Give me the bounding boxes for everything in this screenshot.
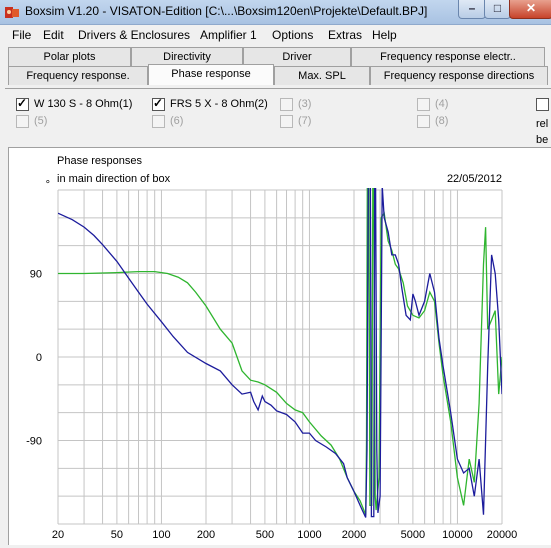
x-tick-label: 50 — [111, 529, 123, 541]
driver-1-checkbox[interactable]: ✓ — [16, 96, 29, 111]
menu-drivers-enclosures[interactable]: Drivers & Enclosures — [78, 28, 191, 42]
tab-phase-response[interactable]: Phase response — [148, 64, 274, 85]
driver-7-checkbox[interactable] — [280, 115, 293, 128]
driver-7-label: (7) — [298, 115, 312, 127]
tab-polar-plots[interactable]: Polar plots — [8, 47, 131, 66]
menu-options[interactable]: Options — [272, 28, 314, 42]
side-label-line2: be — [536, 134, 549, 146]
app-icon — [5, 7, 19, 18]
window-title: Boxsim V1.20 - VISATON-Edition [C:\...\B… — [25, 4, 428, 18]
menu-amplifier[interactable]: Amplifier 1 — [200, 28, 257, 42]
tab-frequency-response-electrical[interactable]: Frequency response electr.. — [351, 47, 545, 66]
close-icon: ✕ — [525, 1, 537, 15]
check-mark-icon: ✓ — [153, 96, 164, 110]
series-layer — [58, 188, 502, 518]
driver-2-checkbox[interactable]: ✓ — [152, 96, 165, 111]
tab-frequency-response-directions[interactable]: Frequency response directions — [370, 66, 548, 85]
tab-frequency-response[interactable]: Frequency response. — [8, 66, 148, 85]
chart-subtitle: in main direction of box — [57, 173, 171, 185]
check-mark-icon: ✓ — [17, 96, 28, 110]
driver-1-label: W 130 S - 8 Ohm(1) — [34, 98, 133, 110]
side-checkbox[interactable] — [536, 98, 549, 111]
x-tick-label: 20 — [52, 529, 64, 541]
grid-layer — [57, 189, 503, 525]
x-tick-label: 100 — [152, 529, 170, 541]
driver-3-label: (3) — [298, 98, 312, 110]
menu-help[interactable]: Help — [372, 28, 397, 42]
driver-2-label: FRS 5 X - 8 Ohm(2) — [170, 98, 268, 110]
chart-date: 22/05/2012 — [447, 173, 502, 185]
minimize-button[interactable]: – — [458, 0, 486, 19]
phase-series-line-2 — [58, 188, 502, 515]
close-button[interactable]: ✕ — [509, 0, 551, 19]
x-tick-label: 5000 — [401, 529, 425, 541]
y-tick-label: 90 — [30, 269, 42, 281]
driver-3-checkbox[interactable] — [280, 98, 293, 111]
y-axis-unit-label: ° — [46, 179, 50, 191]
tab-max-spl[interactable]: Max. SPL — [274, 66, 370, 85]
maximize-icon: □ — [493, 1, 502, 15]
maximize-button[interactable]: □ — [484, 0, 511, 19]
phase-response-chart: Phase responses in main direction of box… — [8, 147, 551, 545]
menu-edit[interactable]: Edit — [43, 28, 64, 42]
driver-6-label: (6) — [170, 115, 184, 127]
driver-8-checkbox[interactable] — [417, 115, 430, 128]
tab-strip: Polar plots Directivity Driver Frequency… — [0, 46, 551, 88]
x-tick-label: 500 — [256, 529, 274, 541]
x-tick-label: 2000 — [342, 529, 366, 541]
driver-4-label: (4) — [435, 98, 449, 110]
phase-series-line-1 — [58, 188, 502, 518]
y-tick-label: 0 — [36, 352, 42, 364]
label-layer: 90 0 -90 ° 20 50 100 200 500 1000 2000 5000 10000 200… — [26, 179, 517, 541]
tab-directivity[interactable]: Directivity — [131, 47, 243, 66]
driver-5-label: (5) — [34, 115, 48, 127]
x-tick-label: 200 — [197, 529, 215, 541]
driver-5-checkbox[interactable] — [16, 115, 29, 128]
x-tick-label: 10000 — [442, 529, 473, 541]
side-label-line1: rel — [536, 118, 549, 130]
menu-bar: File Edit Drivers & Enclosures Amplifier… — [0, 25, 551, 45]
x-tick-label: 1000 — [297, 529, 321, 541]
y-tick-label: -90 — [26, 436, 42, 448]
driver-6-checkbox[interactable] — [152, 115, 165, 128]
phase-chart-svg: Phase responses in main direction of box… — [26, 155, 517, 541]
menu-extras[interactable]: Extras — [328, 28, 363, 42]
driver-8-label: (8) — [435, 115, 449, 127]
title-bar: Boxsim V1.20 - VISATON-Edition [C:\...\B… — [0, 0, 551, 25]
chart-title: Phase responses — [57, 155, 142, 167]
driver-4-checkbox[interactable] — [417, 98, 430, 111]
menu-file[interactable]: File — [12, 28, 32, 42]
driver-selection-panel: ✓ W 130 S - 8 Ohm(1) ✓ FRS 5 X - 8 Ohm(2… — [5, 88, 551, 147]
minimize-icon: – — [468, 1, 476, 15]
tab-driver[interactable]: Driver — [243, 47, 351, 66]
x-tick-label: 20000 — [487, 529, 518, 541]
